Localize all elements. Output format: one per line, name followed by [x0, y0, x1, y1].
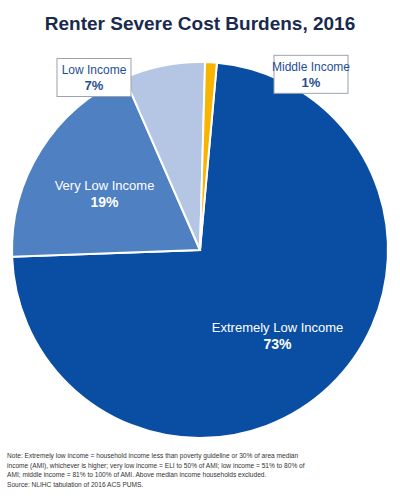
labels: Extremely Low Income73% Very Low Income19… — [55, 55, 351, 352]
chart: Renter Severe Cost Burdens, 2016 Extremel… — [0, 0, 400, 500]
slice-label: Low Income — [62, 63, 127, 77]
slice-label: Very Low Income — [55, 178, 155, 193]
note: AMI; middle income = 81% to 100% of AMI.… — [7, 471, 266, 478]
slice-label: Middle Income — [272, 60, 350, 74]
notes: Note: Extremely low income = household i… — [7, 452, 305, 488]
pie-slice — [125, 62, 206, 250]
pie-slice — [12, 63, 388, 438]
slice-value: 1% — [302, 75, 321, 90]
note: income (AMI), whichever is higher; very … — [7, 462, 305, 470]
title: Renter Severe Cost Burdens, 2016 — [45, 13, 355, 34]
pie — [12, 62, 388, 438]
label-box-frame — [57, 58, 131, 96]
slice-label: Extremely Low Income — [212, 320, 344, 335]
label-box: Low Income7% — [57, 58, 131, 96]
slice-value: 19% — [90, 194, 119, 210]
label-box: Middle Income1% — [272, 55, 350, 93]
note: Note: Extremely low income = household i… — [7, 452, 299, 460]
note: Source: NLIHC tabulation of 2016 ACS PUM… — [7, 481, 144, 488]
slice-value: 7% — [85, 78, 104, 93]
pie-slice — [200, 62, 217, 250]
slice-value: 73% — [264, 336, 293, 352]
